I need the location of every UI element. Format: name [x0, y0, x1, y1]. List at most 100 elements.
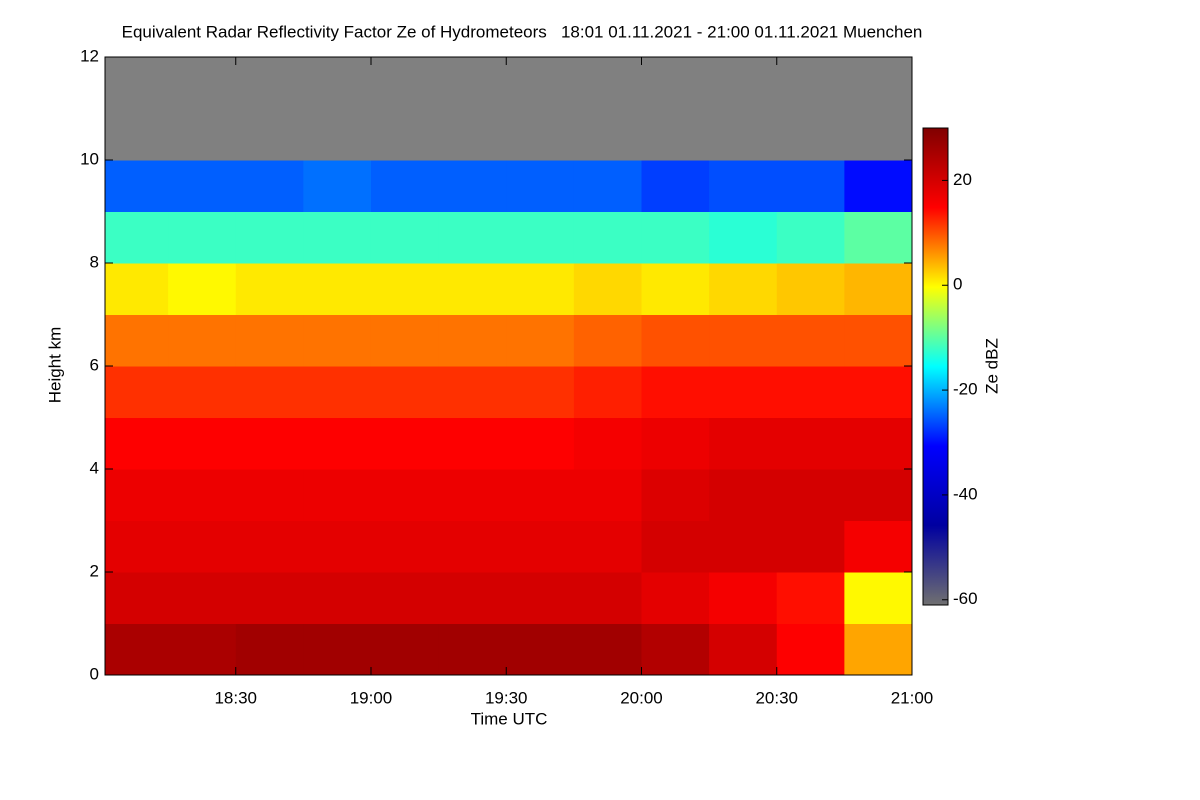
heatmap-cell [573, 160, 642, 212]
heatmap-cell [438, 57, 507, 109]
heatmap-cell [709, 623, 778, 676]
heatmap-cell [370, 469, 440, 521]
heatmap-cell [438, 160, 507, 212]
heatmap-cell [105, 417, 169, 470]
colorbar [922, 127, 949, 606]
heatmap-cell [506, 108, 575, 161]
heatmap-cell [370, 417, 440, 470]
heatmap-cell [506, 57, 575, 109]
heatmap-cell [438, 366, 507, 418]
heatmap-cell [438, 108, 507, 161]
heatmap-cell [709, 520, 778, 573]
x-tick-label: 19:00 [350, 688, 393, 707]
heatmap-cell [303, 520, 372, 573]
heatmap-cell [303, 211, 372, 264]
heatmap-cell [573, 572, 642, 624]
heatmap-cell [438, 572, 507, 624]
heatmap-cell [168, 211, 237, 264]
heatmap-cell [709, 417, 778, 470]
heatmap-cell [641, 572, 710, 624]
heatmap-cell [506, 417, 575, 470]
heatmap-cell [370, 520, 440, 573]
heatmap-cell [370, 314, 440, 367]
heatmap-cell [105, 57, 169, 109]
heatmap-cell [776, 623, 845, 676]
heatmap-cell [438, 417, 507, 470]
heatmap-cell [168, 520, 237, 573]
heatmap-cell [709, 263, 778, 315]
x-axis-label: Time UTC [471, 709, 548, 728]
heatmap-cell [844, 417, 913, 470]
heatmap-cell [438, 469, 507, 521]
heatmap-cell [105, 572, 169, 624]
heatmap-cell [303, 572, 372, 624]
heatmap-cell [709, 57, 778, 109]
heatmap-cell [573, 314, 642, 367]
heatmap-cell [641, 520, 710, 573]
heatmap-cell [303, 57, 372, 109]
heatmap-cell [776, 263, 845, 315]
heatmap-cell [303, 108, 372, 161]
heatmap-cell [506, 160, 575, 212]
heatmap-cell [506, 469, 575, 521]
heatmap-cell [235, 108, 304, 161]
y-tick-label: 0 [90, 664, 99, 683]
heatmap-cell [844, 263, 913, 315]
heatmap-cell [641, 366, 710, 418]
heatmap-cell [573, 211, 642, 264]
colorbar-label: Ze dBZ [982, 338, 1001, 394]
heatmap-cell [168, 108, 237, 161]
heatmap-cell [641, 417, 710, 470]
heatmap-cell [168, 623, 237, 676]
heatmap-cell [776, 417, 845, 470]
heatmap-cell [506, 520, 575, 573]
heatmap-cell [844, 211, 913, 264]
heatmap-cell [709, 469, 778, 521]
heatmap-cell [776, 211, 845, 264]
heatmap-cell [105, 623, 169, 676]
x-tick-label: 21:00 [891, 688, 934, 707]
heatmap-cell [506, 314, 575, 367]
heatmap-cell [506, 263, 575, 315]
heatmap-cell [776, 57, 845, 109]
heatmap-cell [168, 263, 237, 315]
heatmap-cell [303, 623, 372, 676]
heatmap-cell [303, 314, 372, 367]
x-tick-label: 20:00 [620, 688, 663, 707]
heatmap-cell [573, 469, 642, 521]
heatmap-cell [776, 160, 845, 212]
heatmap-cell [844, 314, 913, 367]
heatmap-cell [438, 623, 507, 676]
heatmap-cell [370, 263, 440, 315]
colorbar-tick-label: -20 [953, 380, 978, 399]
heatmap-cell [641, 108, 710, 161]
heatmap-cell [573, 623, 642, 676]
heatmap-cell [168, 469, 237, 521]
heatmap-cell [641, 263, 710, 315]
heatmap-cell [370, 211, 440, 264]
heatmap-cell [776, 366, 845, 418]
heatmap-cell [370, 108, 440, 161]
heatmap-cell [235, 520, 304, 573]
heatmap-cell [776, 520, 845, 573]
heatmap-cell [168, 160, 237, 212]
chart-title: Equivalent Radar Reflectivity Factor Ze … [122, 22, 923, 41]
heatmap-cell [370, 366, 440, 418]
heatmap-cell [641, 469, 710, 521]
heatmap-cell [844, 366, 913, 418]
heatmap-cell [709, 572, 778, 624]
heatmap-cell [235, 572, 304, 624]
heatmap-cell [709, 108, 778, 161]
heatmap-cell [235, 417, 304, 470]
y-tick-label: 10 [80, 149, 99, 168]
heatmap-cell [370, 57, 440, 109]
heatmap-cell [573, 57, 642, 109]
heatmap-cell [844, 623, 913, 676]
heatmap-cell [844, 160, 913, 212]
heatmap-cell [105, 211, 169, 264]
y-axis-label: Height km [45, 327, 64, 404]
colorbar-tick-label: -40 [953, 484, 978, 503]
heatmap-cell [776, 469, 845, 521]
heatmap-cell [709, 211, 778, 264]
heatmap-cell [235, 160, 304, 212]
